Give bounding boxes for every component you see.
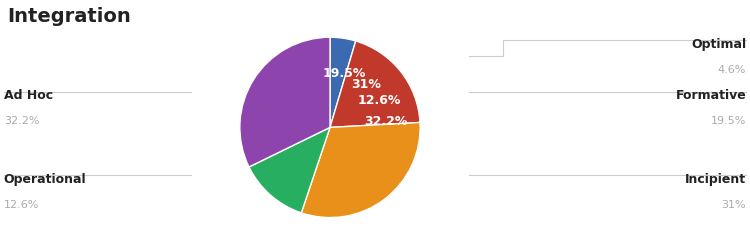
Text: Formative: Formative (676, 89, 746, 102)
Wedge shape (240, 37, 330, 167)
Text: Incipient: Incipient (686, 173, 746, 186)
Text: 19.5%: 19.5% (711, 116, 746, 126)
Text: Operational: Operational (4, 173, 86, 186)
Text: Integration: Integration (8, 7, 131, 26)
Text: 4.6%: 4.6% (718, 65, 746, 75)
Text: Ad Hoc: Ad Hoc (4, 89, 52, 102)
Text: 31%: 31% (722, 200, 746, 210)
Text: 32.2%: 32.2% (364, 115, 407, 128)
Text: 32.2%: 32.2% (4, 116, 39, 126)
Wedge shape (302, 122, 420, 218)
Wedge shape (249, 127, 330, 213)
Wedge shape (330, 37, 356, 127)
Text: Optimal: Optimal (692, 38, 746, 51)
Text: 19.5%: 19.5% (322, 67, 365, 80)
Text: 31%: 31% (351, 78, 380, 91)
Text: 12.6%: 12.6% (358, 94, 401, 107)
Text: 12.6%: 12.6% (4, 200, 39, 210)
Wedge shape (330, 41, 420, 127)
